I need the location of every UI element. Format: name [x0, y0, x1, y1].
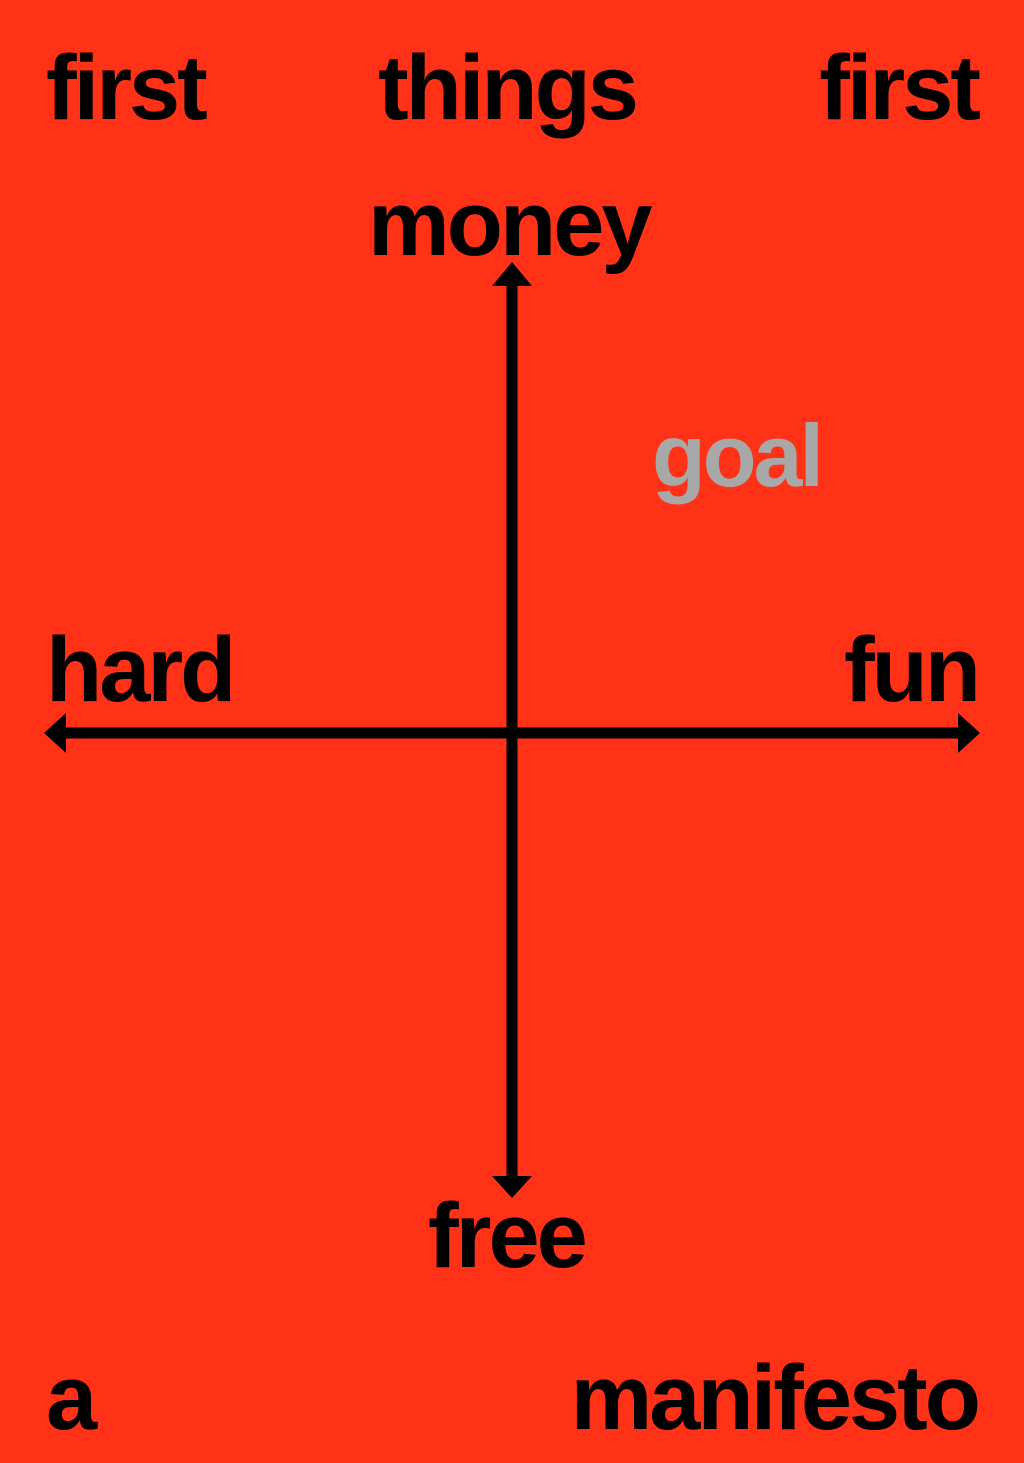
- axis-label-money: money: [368, 173, 653, 275]
- arrow-down-icon: [492, 1176, 532, 1198]
- header-word-first-right: first: [819, 37, 981, 139]
- header-word-things: things: [378, 37, 639, 139]
- arrow-right-icon: [958, 713, 980, 753]
- footer-word-manifesto: manifesto: [570, 1347, 981, 1449]
- horizontal-axis: [44, 713, 980, 753]
- arrow-left-icon: [44, 713, 66, 753]
- axis-label-fun: fun: [843, 619, 981, 721]
- footer-word-a: a: [46, 1347, 97, 1449]
- axis-label-free: free: [428, 1185, 588, 1287]
- axis-label-hard: hard: [46, 619, 236, 721]
- goal-label: goal: [652, 406, 824, 505]
- arrow-up-icon: [492, 262, 532, 286]
- header-word-first-left: first: [46, 37, 208, 139]
